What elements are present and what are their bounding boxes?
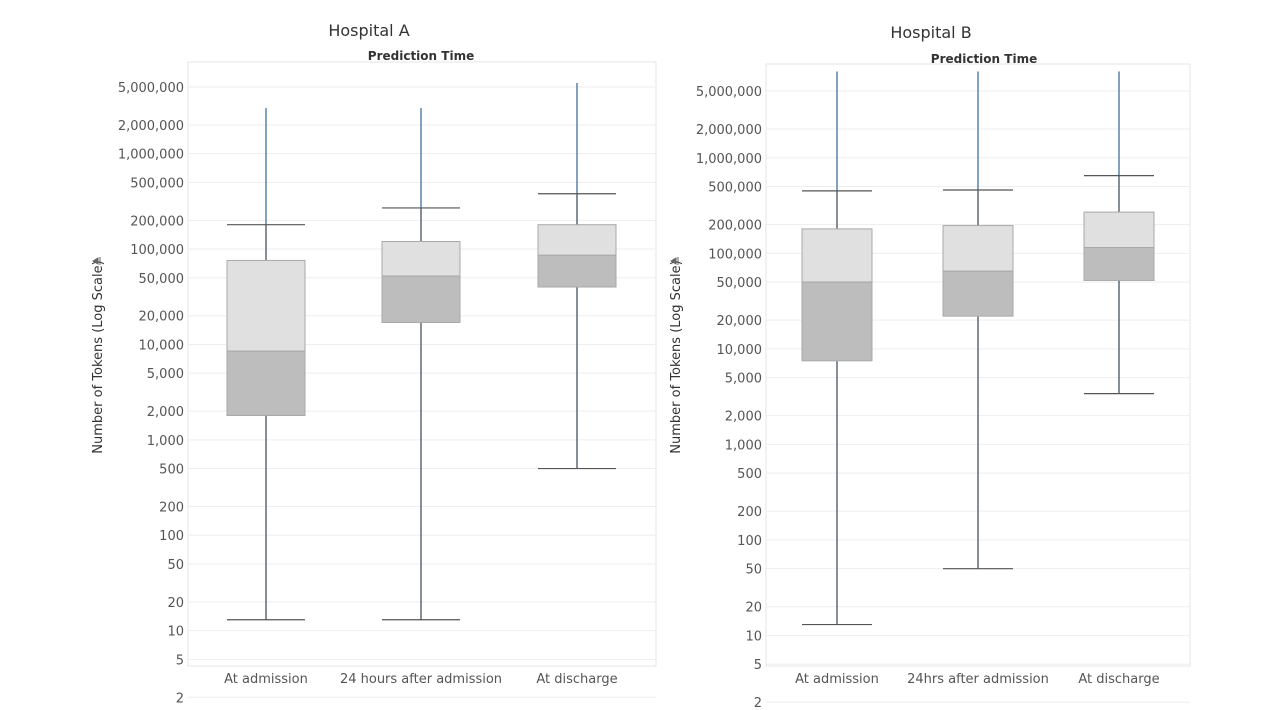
y-tick-label: 1,000 [147, 434, 184, 449]
y-tick-label: 5,000,000 [696, 85, 762, 100]
y-tick-label: 500 [159, 463, 184, 478]
x-category-label: At admission [795, 672, 879, 687]
panel-title: Hospital B [890, 23, 971, 42]
y-tick-label: 2 [176, 691, 184, 706]
box-lower-half[interactable] [801, 281, 873, 362]
y-tick-label: 5 [176, 653, 184, 668]
y-axis-label: Number of Tokens (Log Scale) [669, 260, 684, 453]
box-upper-half[interactable] [381, 241, 461, 277]
y-tick-label: 50,000 [139, 272, 185, 287]
y-tick-label: 1,000 [725, 438, 762, 453]
y-tick-label: 10 [167, 625, 184, 640]
y-tick-label: 2,000 [725, 410, 762, 425]
y-tick-label: 200,000 [130, 214, 184, 229]
y-tick-label: 20 [745, 601, 762, 616]
box-lower-half[interactable] [226, 350, 306, 416]
y-tick-label: 5,000,000 [118, 81, 184, 96]
x-category-label: At discharge [536, 672, 617, 687]
y-tick-label: 50 [167, 558, 184, 573]
y-tick-label: 5 [754, 658, 762, 673]
box-upper-half[interactable] [1083, 211, 1155, 249]
box-upper-half[interactable] [801, 228, 873, 283]
sort-icon[interactable] [670, 257, 679, 265]
y-tick-label: 20,000 [139, 310, 185, 325]
y-tick-label: 10,000 [717, 343, 763, 358]
y-tick-label: 100,000 [708, 247, 762, 262]
y-tick-label: 10 [745, 629, 762, 644]
y-tick-label: 50,000 [717, 276, 763, 291]
y-tick-label: 500,000 [708, 181, 762, 196]
box-upper-half[interactable] [226, 259, 306, 352]
y-tick-label: 2,000,000 [118, 119, 184, 134]
x-category-label: At admission [224, 672, 308, 687]
y-tick-label: 20 [167, 596, 184, 611]
y-tick-label: 5,000 [147, 367, 184, 382]
box-upper-half[interactable] [942, 225, 1014, 272]
y-tick-label: 100 [159, 529, 184, 544]
y-tick-label: 5,000 [725, 372, 762, 387]
y-tick-label: 2 [754, 696, 762, 710]
y-tick-label: 1,000,000 [118, 148, 184, 163]
box-lower-half[interactable] [537, 254, 617, 288]
y-tick-label: 200 [737, 505, 762, 520]
plot-area-frame [187, 61, 657, 667]
y-tick-label: 200,000 [708, 219, 762, 234]
sort-icon[interactable] [92, 257, 101, 265]
x-category-label: 24 hours after admission [340, 672, 502, 687]
y-tick-label: 500,000 [130, 176, 184, 191]
box-lower-half[interactable] [942, 270, 1014, 317]
y-tick-label: 500 [737, 467, 762, 482]
y-tick-label: 200 [159, 501, 184, 516]
x-category-label: At discharge [1078, 672, 1159, 687]
x-category-label: 24hrs after admission [907, 672, 1049, 687]
y-tick-label: 50 [745, 563, 762, 578]
y-tick-label: 1,000,000 [696, 152, 762, 167]
y-tick-label: 100 [737, 534, 762, 549]
y-tick-label: 10,000 [139, 338, 185, 353]
y-tick-label: 2,000,000 [696, 123, 762, 138]
plot-area-frame [765, 63, 1191, 667]
box-lower-half[interactable] [381, 275, 461, 323]
y-tick-label: 100,000 [130, 243, 184, 258]
panel-title: Hospital A [328, 21, 409, 40]
y-tick-label: 20,000 [717, 314, 763, 329]
box-lower-half[interactable] [1083, 247, 1155, 281]
y-tick-label: 2,000 [147, 405, 184, 420]
y-axis-label: Number of Tokens (Log Scale) [91, 260, 106, 453]
panel-subtitle: Prediction Time [368, 49, 474, 63]
box-upper-half[interactable] [537, 224, 617, 256]
panel-subtitle: Prediction Time [931, 52, 1037, 66]
